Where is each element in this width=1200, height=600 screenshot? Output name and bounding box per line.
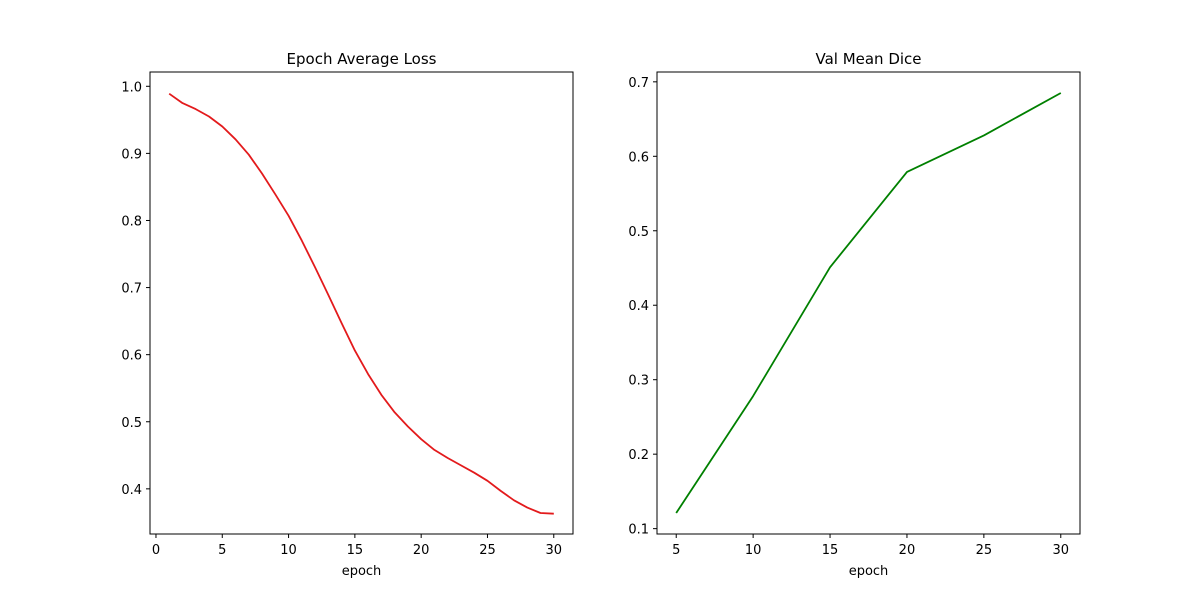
loss-x-tick-label: 0	[152, 543, 160, 558]
loss-x-ticks: 0 5 10 15 20 25 30	[152, 534, 562, 558]
loss-y-tick-label: 0.9	[121, 147, 142, 162]
dice-x-tick-label: 10	[745, 543, 762, 558]
loss-chart-frame	[149, 71, 574, 535]
loss-y-tick-label: 1.0	[121, 80, 142, 95]
loss-x-tick-label: 10	[280, 543, 297, 558]
dice-y-tick-label: 0.5	[628, 225, 649, 240]
dice-chart: Val Mean Dice 5 10 15 20 25 30 0.10.20.30.40.…	[628, 50, 1081, 579]
loss-x-tick-label: 15	[347, 543, 364, 558]
dice-x-axis-label: epoch	[849, 564, 889, 579]
dice-chart-frame	[656, 71, 1081, 535]
loss-chart-title: Epoch Average Loss	[287, 50, 437, 68]
dice-x-tick-label: 15	[822, 543, 839, 558]
loss-y-tick-label: 0.8	[121, 214, 142, 229]
loss-x-tick-label: 30	[545, 543, 562, 558]
dice-y-tick-label: 0.1	[628, 523, 649, 538]
dice-series-line	[675, 92, 1062, 514]
loss-x-tick-label: 5	[218, 543, 226, 558]
loss-y-tick-label: 0.5	[121, 416, 142, 431]
dice-x-tick-label: 5	[672, 543, 680, 558]
dice-y-tick-label: 0.2	[628, 448, 649, 463]
dice-x-tick-label: 20	[899, 543, 916, 558]
dice-x-tick-label: 30	[1052, 543, 1069, 558]
dice-y-tick-label: 0.7	[628, 76, 649, 91]
dice-y-ticks: 0.1 0.2 0.3 0.4 0.5 0.6 0.7	[628, 76, 657, 538]
loss-y-tick-label: 0.7	[121, 282, 142, 297]
dice-y-tick-label: 0.4	[628, 299, 649, 314]
loss-chart: Epoch Average Loss 0 5 10 15 20 25 30 0.40.50.…	[121, 50, 574, 579]
loss-y-tick-label: 0.6	[121, 349, 142, 364]
loss-x-tick-label: 25	[479, 543, 496, 558]
loss-x-tick-label: 20	[413, 543, 430, 558]
dice-x-tick-label: 25	[976, 543, 993, 558]
dice-x-ticks: 5 10 15 20 25 30	[672, 534, 1069, 558]
dice-y-tick-label: 0.3	[628, 374, 649, 389]
dice-y-tick-label: 0.6	[628, 150, 649, 165]
dice-chart-title: Val Mean Dice	[815, 50, 921, 68]
loss-x-axis-label: epoch	[342, 564, 382, 579]
loss-y-ticks: 0.4 0.5 0.6 0.7 0.8 0.9 1.0	[121, 80, 150, 498]
loss-y-tick-label: 0.4	[121, 483, 142, 498]
loss-series-line	[168, 92, 554, 515]
